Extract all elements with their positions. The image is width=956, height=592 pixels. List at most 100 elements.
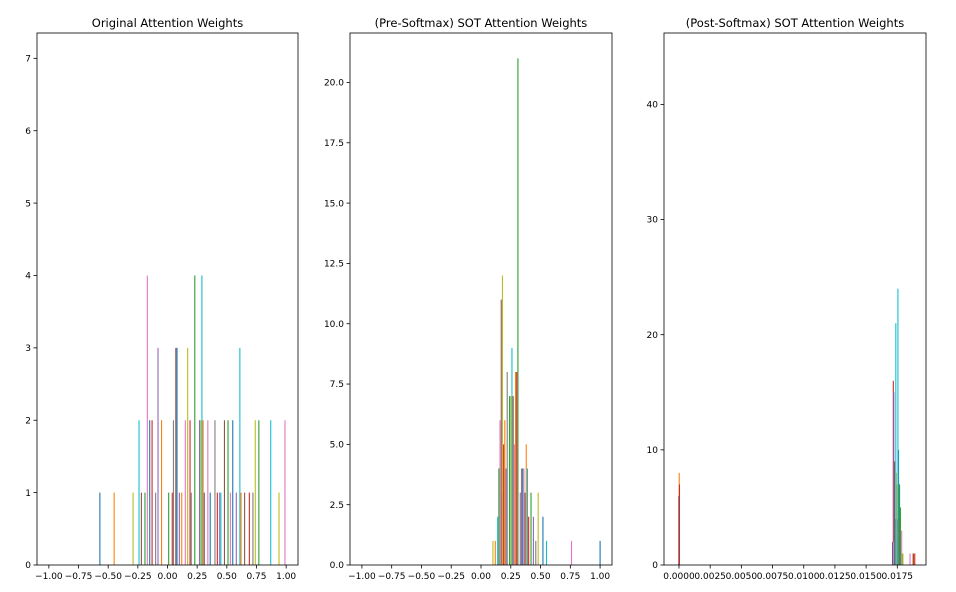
bar xyxy=(198,420,201,565)
bar xyxy=(523,468,525,565)
x-tick-label: −0.50 xyxy=(408,572,436,582)
y-tick-label: 1 xyxy=(25,489,31,499)
bar xyxy=(519,492,521,565)
y-tick-label: 7.5 xyxy=(330,380,344,390)
x-tick-label: 1.00 xyxy=(276,572,296,582)
bar xyxy=(190,492,192,565)
bar xyxy=(599,540,601,565)
bar xyxy=(506,371,508,565)
bar xyxy=(501,275,503,565)
bar xyxy=(514,371,517,565)
bar xyxy=(194,275,196,565)
bar xyxy=(254,420,256,565)
bar xyxy=(151,420,153,565)
bar xyxy=(517,58,519,565)
bar xyxy=(216,492,218,565)
x-tick-label: 0.50 xyxy=(217,572,237,582)
bar xyxy=(240,492,242,565)
bar xyxy=(898,518,900,565)
y-tick-label: 5 xyxy=(25,199,31,209)
bars xyxy=(492,58,601,565)
bar xyxy=(223,420,225,565)
x-tick-label: 0.0150 xyxy=(850,572,882,582)
bar xyxy=(155,492,157,565)
subplot-pre-softmax-sot: (Pre-Softmax) SOT Attention Weights −1.0… xyxy=(324,16,613,582)
x-tick-label: 0.0000 xyxy=(663,572,695,582)
bar xyxy=(244,492,246,565)
x-tick-label: 0.0175 xyxy=(882,572,914,582)
subplot-post-softmax-sot: (Post-Softmax) SOT Attention Weights 0.0… xyxy=(647,16,927,582)
y-tick-label: 0.0 xyxy=(330,561,345,571)
y-tick-label: 10.0 xyxy=(324,320,344,330)
bar xyxy=(239,347,241,565)
bar xyxy=(545,540,548,565)
y-tick-labels: 0 1 2 3 4 5 6 7 xyxy=(25,55,31,572)
bar xyxy=(512,396,514,565)
bar xyxy=(570,540,573,565)
bar xyxy=(219,492,221,565)
bar xyxy=(202,420,204,565)
bar xyxy=(200,420,202,565)
bar xyxy=(498,468,500,565)
y-tick-label: 5.0 xyxy=(330,441,345,451)
bar xyxy=(207,420,209,565)
bar xyxy=(278,492,280,565)
x-tick-label: 0.75 xyxy=(246,572,266,582)
x-tick-label: 0.25 xyxy=(501,572,521,582)
bar xyxy=(516,371,518,565)
bar xyxy=(902,553,904,565)
bar xyxy=(492,540,494,565)
bar xyxy=(157,347,159,565)
bar xyxy=(504,420,506,565)
bar xyxy=(227,420,229,565)
bar xyxy=(899,507,901,565)
x-tick-label: 0.25 xyxy=(187,572,207,582)
bar xyxy=(201,275,203,565)
bar xyxy=(914,553,916,565)
bar xyxy=(510,396,512,565)
x-tick-label: 1.00 xyxy=(590,572,610,582)
bar xyxy=(161,420,163,565)
bar xyxy=(526,468,528,565)
bar xyxy=(525,444,527,565)
y-tick-label: 15.0 xyxy=(324,199,344,209)
y-tick-label: 20.0 xyxy=(324,79,344,89)
y-tick-label: 12.5 xyxy=(324,260,344,270)
x-tick-label: 0.00 xyxy=(157,572,177,582)
x-tick-label: −0.50 xyxy=(94,572,122,582)
bar xyxy=(513,444,515,565)
bar xyxy=(532,516,534,565)
y-tick-label: 10 xyxy=(647,446,659,456)
y-tick-labels: 0.0 2.5 5.0 7.5 10.0 12.5 15.0 17.5 20.0 xyxy=(324,79,344,572)
bar xyxy=(252,492,254,565)
y-tick-label: 17.5 xyxy=(324,139,344,149)
y-tick-label: 4 xyxy=(25,272,31,282)
bar xyxy=(168,492,170,565)
chart-title: (Post-Softmax) SOT Attention Weights xyxy=(686,16,904,30)
x-tick-label: 0.0025 xyxy=(694,572,726,582)
bar xyxy=(171,492,173,565)
bar xyxy=(140,492,142,565)
y-tick-label: 7 xyxy=(25,55,31,65)
y-tick-label: 0 xyxy=(652,561,658,571)
x-tick-label: −0.75 xyxy=(65,572,93,582)
bar xyxy=(175,347,177,565)
y-tick-label: 6 xyxy=(25,127,31,137)
y-tick-label: 30 xyxy=(647,216,659,226)
y-tick-label: 3 xyxy=(25,344,31,354)
bar xyxy=(899,484,901,565)
x-tick-label: −0.25 xyxy=(437,572,465,582)
chart-title: (Pre-Softmax) SOT Attention Weights xyxy=(375,16,588,30)
bar xyxy=(178,492,180,565)
bar xyxy=(528,516,530,565)
x-tick-labels: −1.00 −0.75 −0.50 −0.25 0.00 0.25 0.50 0.75 1.00 xyxy=(35,572,296,582)
x-tick-label: 0.0050 xyxy=(726,572,758,582)
bar xyxy=(892,541,894,565)
bar xyxy=(901,530,903,565)
bar xyxy=(901,553,903,565)
bar xyxy=(500,299,502,565)
bar xyxy=(172,420,174,565)
bar xyxy=(535,540,537,565)
x-tick-label: 0.00 xyxy=(471,572,491,582)
